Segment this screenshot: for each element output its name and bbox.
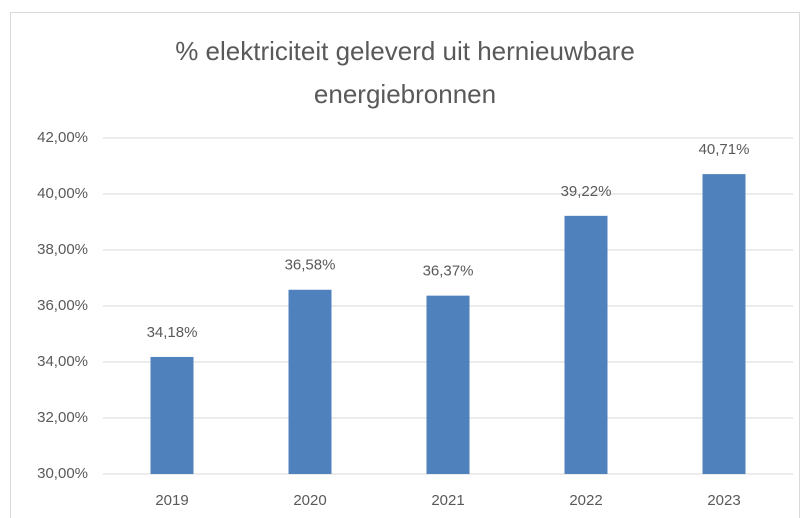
chart-title: % elektriciteit geleverd uit hernieuwbar… <box>175 36 635 109</box>
value-label: 39,22% <box>561 183 612 200</box>
y-tick-label: 42,00% <box>37 129 88 146</box>
y-tick-label: 32,00% <box>37 409 88 426</box>
bar <box>288 289 332 474</box>
x-tick-label: 2019 <box>155 492 188 509</box>
value-label: 36,58% <box>285 257 336 274</box>
value-label: 40,71% <box>699 141 750 158</box>
y-tick-label: 30,00% <box>37 465 88 482</box>
x-tick-label: 2020 <box>293 492 326 509</box>
bar <box>564 215 608 474</box>
bar <box>702 174 746 474</box>
bar <box>426 295 470 474</box>
value-label: 36,37% <box>423 263 474 280</box>
y-tick-label: 34,00% <box>37 353 88 370</box>
y-tick-label: 40,00% <box>37 185 88 202</box>
bar <box>150 356 194 474</box>
value-label: 34,18% <box>147 324 198 341</box>
x-tick-label: 2023 <box>707 492 740 509</box>
y-tick-label: 36,00% <box>37 297 88 314</box>
y-tick-label: 38,00% <box>37 241 88 258</box>
x-tick-label: 2021 <box>431 492 464 509</box>
x-tick-label: 2022 <box>569 492 602 509</box>
chart-frame <box>10 12 800 518</box>
